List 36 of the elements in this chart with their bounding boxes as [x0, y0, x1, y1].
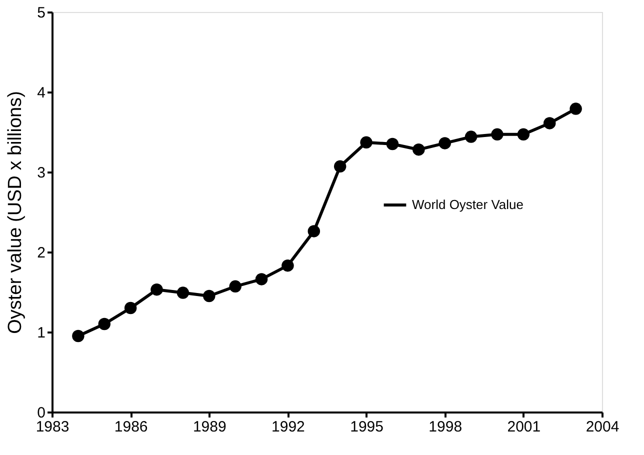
point	[360, 136, 372, 149]
y-tick-label: 2	[37, 244, 46, 262]
point	[438, 137, 451, 150]
point	[570, 102, 582, 115]
point	[386, 138, 399, 150]
x-tick-label: 1998	[428, 418, 462, 436]
point	[334, 160, 346, 173]
point	[282, 259, 294, 272]
point	[124, 302, 137, 314]
point	[176, 286, 190, 299]
y-tick-label: 4	[37, 84, 46, 102]
point	[543, 117, 556, 130]
legend-label: World Oyster Value	[412, 197, 524, 212]
y-axis-title: Oyster value (USD x billions)	[5, 91, 26, 334]
y-tick-label: 3	[37, 164, 46, 182]
point	[98, 318, 111, 330]
point	[491, 128, 504, 141]
x-tick-label: 2001	[507, 418, 541, 436]
point	[412, 143, 425, 156]
point	[72, 330, 84, 342]
point	[150, 283, 163, 296]
y-tick-label: 0	[37, 404, 46, 422]
x-tick-label: 1995	[350, 418, 384, 436]
point	[255, 273, 268, 286]
point	[229, 280, 242, 293]
point	[203, 290, 216, 302]
point	[308, 225, 320, 238]
x-tick-label: 1986	[114, 418, 148, 436]
x-tick-label: 2004	[586, 418, 620, 436]
y-tick-label: 1	[37, 324, 46, 342]
x-tick-label: 1992	[272, 418, 305, 436]
point	[464, 130, 478, 143]
x-tick-label: 1989	[192, 418, 226, 436]
x-tick-label: 1983	[36, 418, 70, 436]
y-tick-label: 5	[37, 4, 46, 22]
point	[517, 128, 530, 141]
